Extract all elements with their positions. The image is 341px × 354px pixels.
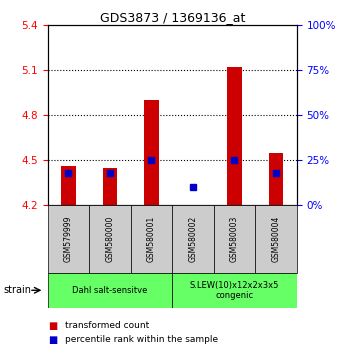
Bar: [172, 205, 214, 273]
Bar: [103, 168, 117, 205]
Text: Dahl salt-sensitve: Dahl salt-sensitve: [72, 286, 148, 295]
Bar: [48, 205, 89, 273]
Text: GSM580003: GSM580003: [230, 216, 239, 262]
Bar: [172, 273, 297, 308]
Text: GSM580001: GSM580001: [147, 216, 156, 262]
Text: ■: ■: [48, 321, 57, 331]
Text: strain: strain: [3, 285, 31, 295]
Title: GDS3873 / 1369136_at: GDS3873 / 1369136_at: [100, 11, 245, 24]
Text: ■: ■: [48, 335, 57, 345]
Bar: [89, 205, 131, 273]
Bar: [131, 205, 172, 273]
Text: S.LEW(10)x12x2x3x5
congenic: S.LEW(10)x12x2x3x5 congenic: [190, 281, 279, 300]
Bar: [269, 153, 283, 205]
Text: GSM580000: GSM580000: [105, 216, 115, 262]
Text: transformed count: transformed count: [65, 321, 149, 330]
Bar: [255, 205, 297, 273]
Bar: [61, 166, 76, 205]
Text: GSM580004: GSM580004: [271, 216, 280, 262]
Bar: [227, 67, 242, 205]
Bar: [144, 100, 159, 205]
Text: GSM580002: GSM580002: [189, 216, 197, 262]
Text: GSM579999: GSM579999: [64, 216, 73, 262]
Bar: [214, 205, 255, 273]
Bar: [48, 273, 172, 308]
Text: percentile rank within the sample: percentile rank within the sample: [65, 335, 218, 344]
